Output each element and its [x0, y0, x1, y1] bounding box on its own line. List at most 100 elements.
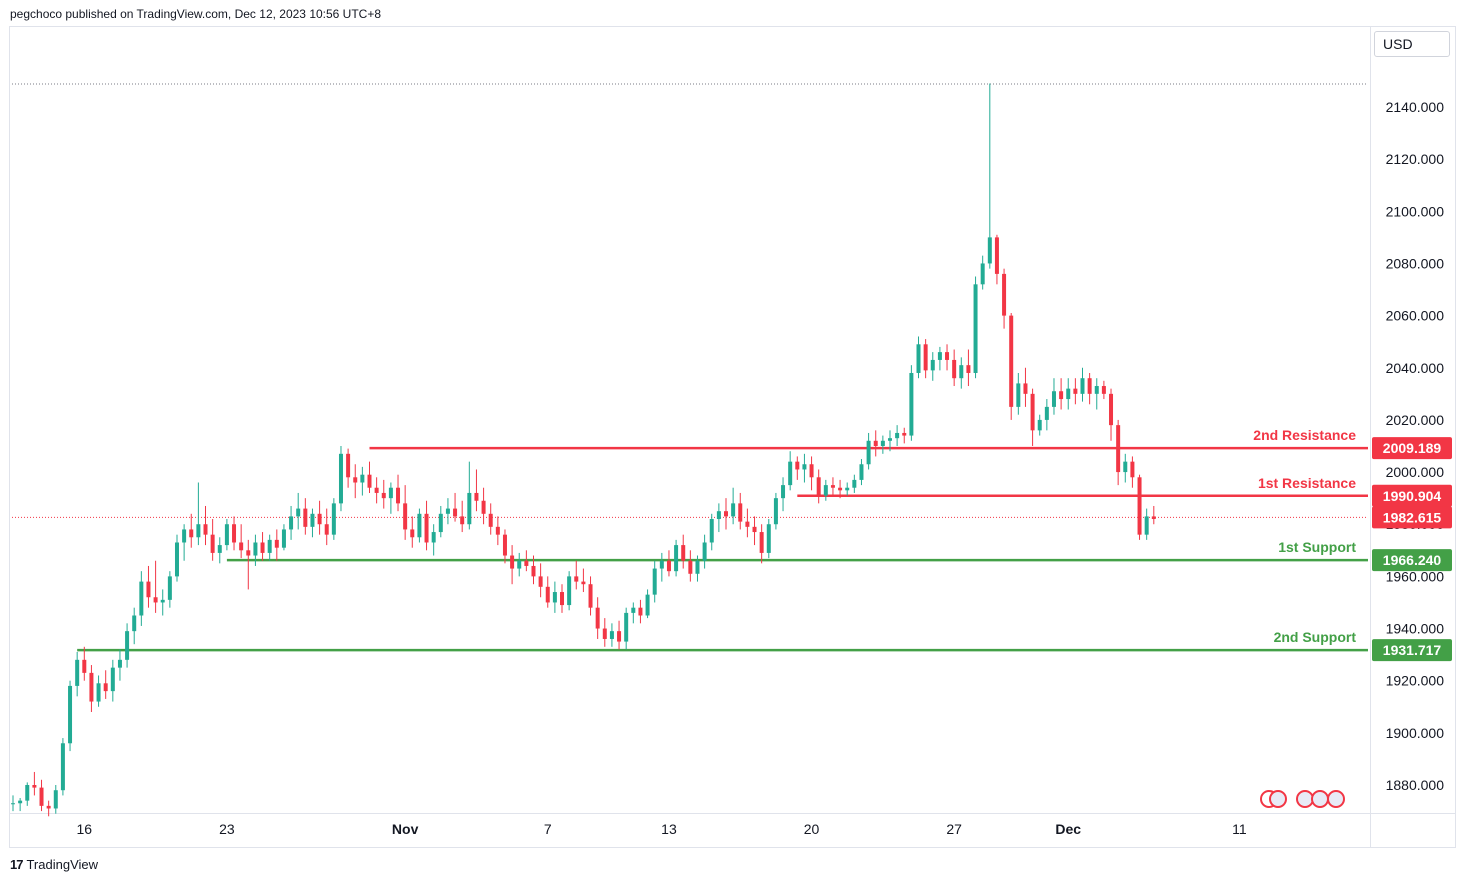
candle[interactable] — [232, 516, 237, 551]
candle[interactable] — [1094, 378, 1099, 410]
candle[interactable] — [745, 508, 750, 538]
candle[interactable] — [410, 516, 415, 548]
candle[interactable] — [809, 456, 814, 491]
candle[interactable] — [659, 552, 664, 582]
candle[interactable] — [709, 513, 714, 551]
candle[interactable] — [838, 479, 843, 499]
candle[interactable] — [139, 571, 144, 626]
candle[interactable] — [1087, 372, 1092, 405]
candle[interactable] — [203, 505, 208, 546]
candle[interactable] — [110, 659, 115, 702]
candle[interactable] — [431, 524, 436, 556]
candle[interactable] — [296, 492, 301, 530]
candle[interactable] — [923, 339, 928, 379]
candle[interactable] — [666, 550, 671, 577]
candle[interactable] — [588, 576, 593, 616]
candle[interactable] — [759, 524, 764, 564]
candle[interactable] — [53, 785, 58, 814]
candle[interactable] — [25, 782, 30, 806]
candle[interactable] — [89, 665, 94, 712]
candle[interactable] — [1066, 378, 1071, 410]
currency-selector[interactable]: USD — [1374, 31, 1450, 57]
candle[interactable] — [495, 516, 500, 546]
candle[interactable] — [253, 534, 258, 566]
candle[interactable] — [68, 680, 73, 752]
candle[interactable] — [417, 508, 422, 543]
candle[interactable] — [82, 646, 87, 681]
candle[interactable] — [424, 500, 429, 551]
candle[interactable] — [239, 524, 244, 559]
candle[interactable] — [32, 771, 37, 796]
candle[interactable] — [374, 477, 379, 504]
candle[interactable] — [224, 519, 229, 551]
candle[interactable] — [388, 482, 393, 514]
candle[interactable] — [552, 581, 557, 613]
candle[interactable] — [1059, 378, 1064, 410]
candle[interactable] — [303, 498, 308, 535]
candle[interactable] — [581, 568, 586, 593]
candle[interactable] — [1080, 367, 1085, 402]
candle[interactable] — [994, 234, 999, 285]
candle[interactable] — [260, 532, 265, 561]
candle[interactable] — [1123, 453, 1128, 483]
candle[interactable] — [602, 618, 607, 647]
candle[interactable] — [246, 539, 251, 590]
candle[interactable] — [196, 482, 201, 546]
candle[interactable] — [538, 563, 543, 598]
candle[interactable] — [1116, 419, 1121, 486]
candle[interactable] — [909, 365, 914, 441]
candle[interactable] — [795, 456, 800, 480]
candle[interactable] — [39, 779, 44, 812]
candle[interactable] — [96, 675, 101, 707]
candle[interactable] — [1023, 367, 1028, 407]
candle[interactable] — [338, 446, 343, 512]
candle[interactable] — [674, 539, 679, 577]
candle[interactable] — [1009, 313, 1014, 420]
candle[interactable] — [189, 513, 194, 548]
candle[interactable] — [517, 552, 522, 577]
candle[interactable] — [317, 500, 322, 535]
candle[interactable] — [560, 584, 565, 613]
candle[interactable] — [281, 524, 286, 551]
candle[interactable] — [1101, 380, 1106, 400]
candle[interactable] — [852, 474, 857, 493]
candle[interactable] — [210, 519, 215, 561]
candle[interactable] — [481, 487, 486, 525]
candle[interactable] — [18, 798, 23, 812]
candle[interactable] — [716, 503, 721, 533]
candle[interactable] — [360, 466, 365, 496]
candle[interactable] — [453, 492, 458, 522]
candle[interactable] — [117, 649, 122, 681]
candle[interactable] — [624, 607, 629, 650]
candle[interactable] — [788, 451, 793, 491]
candle[interactable] — [866, 432, 871, 470]
candle[interactable] — [310, 508, 315, 538]
candle[interactable] — [167, 571, 172, 608]
candle[interactable] — [445, 498, 450, 525]
candle[interactable] — [160, 589, 165, 616]
candle[interactable] — [381, 479, 386, 509]
candle[interactable] — [930, 352, 935, 381]
candle[interactable] — [438, 505, 443, 538]
candle[interactable] — [681, 534, 686, 569]
candle[interactable] — [1051, 378, 1056, 415]
candle[interactable] — [274, 529, 279, 561]
candle[interactable] — [60, 738, 65, 796]
candle[interactable] — [1030, 388, 1035, 446]
candle[interactable] — [902, 427, 907, 444]
candle[interactable] — [781, 477, 786, 512]
candle[interactable] — [1130, 456, 1135, 488]
candle[interactable] — [966, 349, 971, 387]
us-flag-icon[interactable] — [1327, 790, 1345, 808]
candle[interactable] — [174, 534, 179, 582]
candle[interactable] — [645, 589, 650, 619]
candle[interactable] — [1044, 399, 1049, 431]
candle[interactable] — [289, 505, 294, 540]
candle[interactable] — [617, 620, 622, 650]
candle[interactable] — [980, 255, 985, 290]
candle[interactable] — [574, 560, 579, 590]
candle[interactable] — [823, 479, 828, 501]
candle[interactable] — [132, 607, 137, 645]
candle[interactable] — [1016, 372, 1021, 415]
